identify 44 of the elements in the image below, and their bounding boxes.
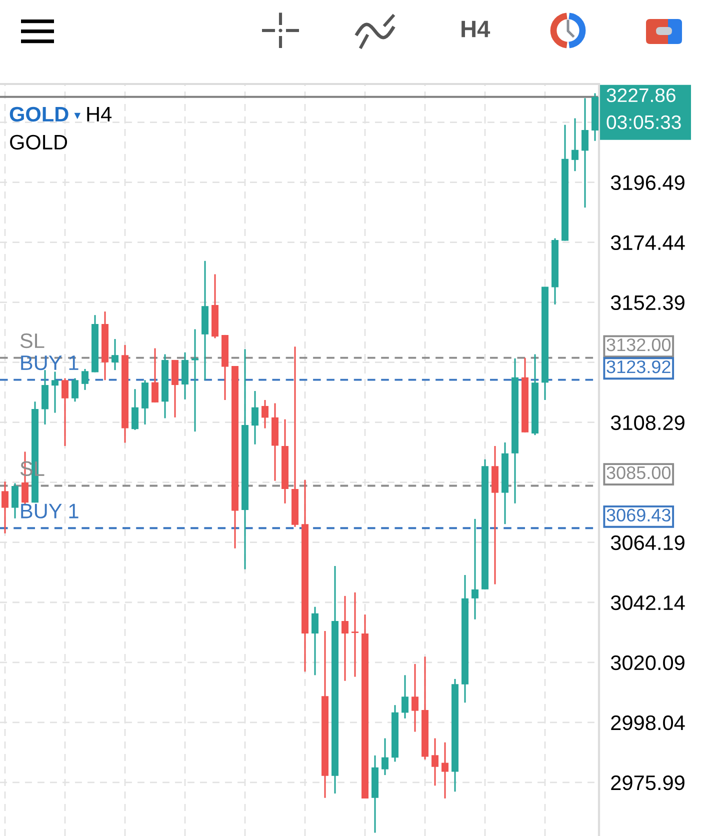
candlestick (82, 368, 88, 391)
y-tick-label: 2975.99 (611, 775, 684, 790)
text: 3132.00 (606, 338, 671, 352)
y-tick-label: 3020.09 (610, 655, 684, 670)
candlestick (352, 592, 358, 678)
text: 03:05:33 (606, 115, 681, 130)
y-tick-label: 3064.19 (610, 535, 684, 550)
text: H4 (462, 20, 490, 38)
candlestick (262, 399, 268, 430)
text: GOLD ▾ H4 (10, 106, 112, 122)
candlestick (62, 377, 68, 447)
candlestick (2, 480, 8, 534)
candlestick (472, 518, 478, 620)
text: 3085.00 (606, 466, 671, 480)
text: 3123.92 (606, 360, 670, 374)
candlestick (12, 482, 18, 520)
candlestick (432, 738, 438, 786)
text: 3069.43 (606, 508, 670, 522)
candlestick (252, 390, 258, 446)
candlestick (132, 388, 138, 431)
y-tick-label: 3042.14 (610, 595, 685, 610)
candlestick (582, 97, 588, 208)
y-tick-label: 2998.04 (611, 715, 685, 730)
y-tick-label: 3174.44 (610, 235, 685, 250)
y-tick-label: 3196.49 (610, 175, 684, 190)
text: 3227.86 (606, 88, 676, 102)
text: GOLD (10, 134, 68, 150)
candlestick (442, 742, 448, 800)
candlestick (402, 674, 408, 720)
candlestick (192, 328, 198, 432)
candlestick (412, 663, 418, 733)
y-tick-label: 3152.39 (610, 295, 684, 310)
candlestick (72, 377, 78, 402)
candlestick (52, 370, 58, 414)
candlestick (112, 338, 118, 371)
candlestick (152, 348, 158, 404)
ref-line-label: BUY 1 (21, 356, 78, 370)
ref-line-label: SL (20, 333, 44, 348)
y-tick-label: 3108.29 (610, 415, 684, 430)
candlestick (312, 606, 318, 676)
candlestick (382, 738, 388, 776)
candlestick (342, 595, 348, 682)
candlestick (572, 118, 578, 172)
ref-line-label: BUY 1 (21, 504, 78, 518)
